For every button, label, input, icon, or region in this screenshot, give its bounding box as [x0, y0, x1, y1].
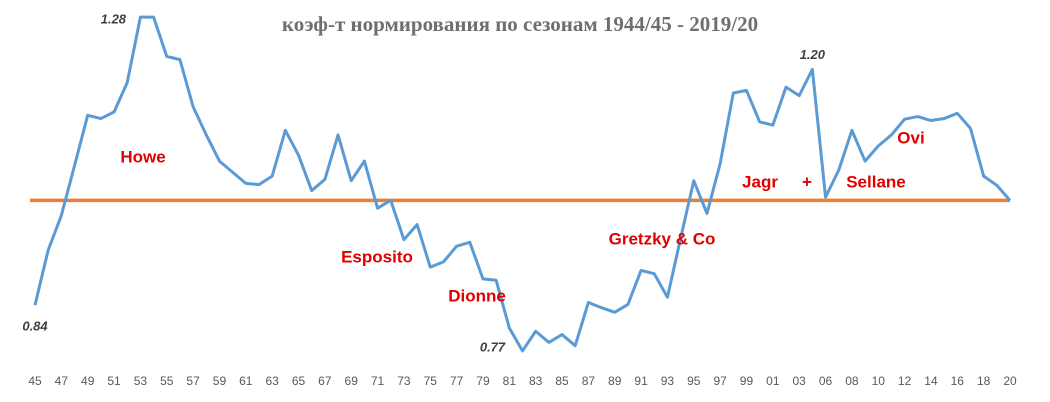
x-tick-label: 55	[160, 374, 174, 388]
x-tick-label: 10	[872, 374, 886, 388]
x-tick-label: 81	[503, 374, 517, 388]
x-tick-label: 12	[898, 374, 912, 388]
x-tick-label: 67	[318, 374, 332, 388]
annotation: Howe	[120, 147, 165, 166]
x-tick-label: 20	[1003, 374, 1017, 388]
x-tick-label: 99	[740, 374, 754, 388]
x-tick-label: 95	[687, 374, 701, 388]
annotation: +	[802, 172, 812, 191]
x-tick-label: 91	[634, 374, 648, 388]
x-tick-label: 63	[265, 374, 279, 388]
x-tick-label: 49	[81, 374, 95, 388]
x-tick-label: 14	[924, 374, 938, 388]
x-tick-label: 08	[845, 374, 859, 388]
annotation: Esposito	[341, 247, 413, 266]
x-tick-label: 16	[951, 374, 965, 388]
x-tick-label: 71	[371, 374, 385, 388]
x-tick-label: 79	[476, 374, 490, 388]
x-tick-label: 51	[107, 374, 121, 388]
x-tick-label: 01	[766, 374, 780, 388]
x-tick-label: 75	[424, 374, 438, 388]
x-tick-label: 77	[450, 374, 464, 388]
x-tick-label: 89	[608, 374, 622, 388]
data-label: 1.28	[101, 12, 127, 27]
x-tick-label: 57	[186, 374, 200, 388]
data-label: 1.20	[800, 47, 826, 62]
x-tick-label: 59	[213, 374, 227, 388]
x-tick-label: 61	[239, 374, 253, 388]
x-tick-label: 87	[582, 374, 596, 388]
x-tick-label: 97	[713, 374, 727, 388]
x-tick-label: 73	[397, 374, 411, 388]
x-tick-label: 93	[661, 374, 675, 388]
x-tick-label: 03	[793, 374, 807, 388]
x-tick-label: 83	[529, 374, 543, 388]
annotation: Ovi	[897, 128, 924, 147]
x-tick-label: 85	[555, 374, 569, 388]
x-tick-label: 18	[977, 374, 991, 388]
series-line	[33, 15, 1012, 353]
annotation: Sellane	[846, 172, 906, 191]
annotation: Jagr	[742, 172, 778, 191]
x-tick-label: 06	[819, 374, 833, 388]
x-tick-label: 65	[292, 374, 306, 388]
data-label: 0.84	[22, 319, 48, 334]
chart-title: коэф-т нормирования по сезонам 1944/45 -…	[282, 12, 758, 36]
x-tick-label: 53	[134, 374, 148, 388]
annotation: Dionne	[448, 286, 506, 305]
x-tick-label: 69	[345, 374, 359, 388]
x-tick-label: 47	[55, 374, 69, 388]
x-tick-label: 45	[28, 374, 42, 388]
data-label: 0.77	[480, 339, 506, 354]
annotation: Gretzky & Co	[609, 229, 716, 248]
